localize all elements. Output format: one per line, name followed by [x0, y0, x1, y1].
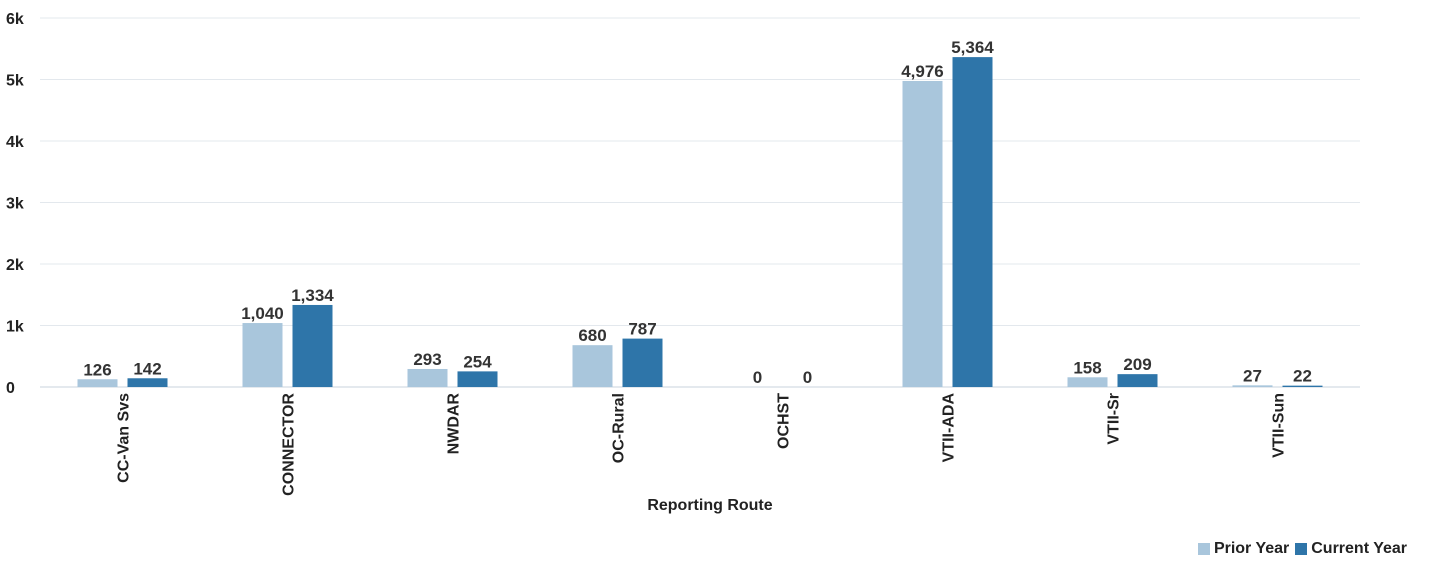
bar: [1282, 385, 1323, 387]
legend: Prior Year Current Year: [1197, 540, 1407, 558]
data-label: 5,364: [951, 38, 994, 57]
y-tick-label: 6k: [6, 11, 24, 28]
legend-swatch-prior-year: [1197, 543, 1210, 555]
legend-label-prior-year: Prior Year: [1213, 540, 1290, 557]
legend-item-current-year[interactable]: Current Year: [1295, 540, 1407, 558]
data-label: 0: [753, 368, 762, 387]
bar: [622, 338, 663, 387]
bar: [77, 379, 118, 387]
y-axis: 0 1k 2k 3k 4k 5k 6k: [6, 11, 24, 397]
x-tick-label: VTII-Sun: [1271, 393, 1288, 458]
x-axis-title: Reporting Route: [647, 497, 772, 514]
y-tick-label: 0: [6, 380, 15, 397]
grid-layer: [40, 17, 1360, 388]
y-tick-label: 5k: [6, 73, 24, 90]
data-label: 22: [1293, 367, 1312, 386]
y-tick-label: 2k: [6, 257, 24, 274]
data-label: 1,040: [241, 304, 284, 323]
bar: [1117, 374, 1158, 387]
x-tick-label: OCHST: [776, 393, 793, 449]
y-tick-label: 1k: [6, 319, 24, 336]
bar: [1232, 385, 1273, 387]
legend-item-prior-year[interactable]: Prior Year: [1197, 540, 1290, 558]
data-label: 787: [628, 320, 656, 339]
legend-swatch-current-year: [1295, 543, 1308, 555]
data-labels: 126 142 1,040 1,334 293 254 680 787 0 0 4,976 5,364…: [83, 38, 1312, 387]
data-label: 1,334: [291, 286, 334, 305]
bars: [77, 57, 1323, 387]
data-label: 0: [803, 368, 812, 387]
data-label: 209: [1123, 355, 1151, 374]
x-tick-label: OC-Rural: [611, 393, 628, 463]
legend-label-current-year: Current Year: [1311, 540, 1407, 557]
data-label: 142: [133, 359, 161, 378]
bar-chart-svg: 0 1k 2k 3k 4k 5k 6k 126 142 1,040 1,334 293 254 680 7…: [6, 11, 1360, 514]
x-tick-label: VTII-Sr: [1106, 393, 1123, 445]
bar: [407, 368, 448, 387]
bar: [127, 378, 168, 387]
data-label: 293: [413, 350, 441, 369]
data-label: 126: [83, 360, 111, 379]
bar: [242, 323, 283, 387]
data-label: 158: [1073, 358, 1101, 377]
data-label: 4,976: [901, 62, 944, 81]
x-tick-label: CONNECTOR: [281, 393, 298, 496]
y-tick-label: 4k: [6, 134, 24, 151]
bar: [1067, 377, 1108, 387]
x-tick-label: NWDAR: [446, 393, 463, 455]
data-label: 254: [463, 352, 492, 371]
data-label: 27: [1243, 366, 1262, 385]
x-axis: CC-Van Svs CONNECTOR NWDAR OC-Rural OCHST VTI…: [116, 393, 1288, 496]
bar: [457, 371, 498, 387]
data-label: 680: [578, 326, 606, 345]
bar: [902, 80, 943, 387]
bar: [572, 345, 613, 387]
x-tick-label: CC-Van Svs: [116, 393, 133, 483]
bar: [292, 304, 333, 387]
y-tick-label: 3k: [6, 196, 24, 213]
x-tick-label: VTII-ADA: [941, 393, 958, 463]
bar: [952, 57, 993, 387]
